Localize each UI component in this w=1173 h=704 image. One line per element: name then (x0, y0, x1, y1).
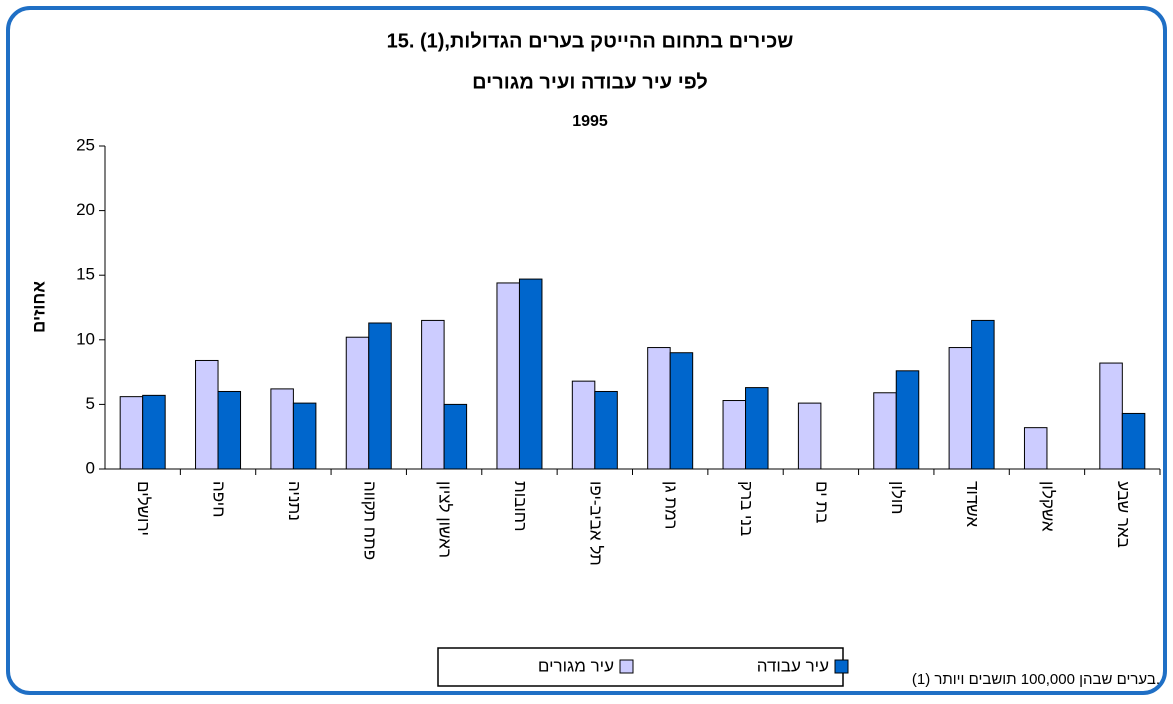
x-tick-label: באר שבע (1114, 481, 1133, 548)
x-tick-label: בני ברק (737, 481, 756, 536)
x-tick-label: חיפה (210, 481, 229, 517)
x-tick-label: חולון (888, 481, 907, 514)
bar (745, 387, 769, 470)
y-tick-label: 25 (76, 135, 95, 154)
x-tick-label: ירושלים (134, 481, 153, 536)
bar (368, 322, 392, 470)
bar (895, 370, 920, 470)
bar (1023, 427, 1048, 470)
bar (421, 319, 445, 470)
x-tick-label: תל אביב-יפו (586, 481, 605, 566)
bar (594, 390, 618, 470)
bar (142, 394, 166, 470)
bar (443, 403, 468, 470)
bar (119, 396, 144, 470)
bar (345, 336, 370, 470)
x-tick-label: בת ים (812, 481, 831, 523)
bar (1099, 362, 1123, 470)
x-tick-label: אשקלון (1038, 481, 1057, 532)
y-tick-label: 20 (76, 200, 95, 219)
bar (195, 359, 219, 470)
legend-swatch (834, 659, 849, 674)
legend (437, 647, 844, 687)
chart-subtitle: לפי עיר עבודה ועיר מגורים (472, 71, 708, 93)
chart-title: 15. שכירים בתחום ההייטק בערים הגדולות,(1… (387, 30, 794, 52)
frame (6, 6, 1167, 695)
y-tick-label: 15 (76, 265, 95, 284)
bar (270, 388, 294, 470)
y-tick-label: 5 (86, 394, 95, 413)
bar (948, 347, 973, 470)
x-tick-label: רחובות (511, 481, 530, 532)
bar (292, 402, 317, 470)
x-tick-label: ראשון לציון (436, 481, 455, 558)
legend-label: עיר מגורים (538, 656, 614, 675)
x-tick-label: נתניה (285, 481, 304, 521)
y-axis-label: אחוזים (29, 281, 48, 333)
x-tick-label: רמת גן (662, 481, 681, 529)
bar (971, 319, 995, 470)
bar (669, 352, 694, 470)
bar (496, 282, 520, 470)
bar (873, 392, 897, 470)
bar (722, 400, 747, 470)
y-tick-label: 10 (76, 329, 95, 348)
chart-year: 1995 (572, 113, 608, 130)
bar (647, 347, 671, 470)
legend-label: עיר עבודה (757, 656, 829, 675)
bar (797, 402, 822, 470)
footnote: (1) בערים שבהן 100,000 תושבים ויותר. (912, 671, 1160, 688)
y-tick-label: 0 (86, 458, 95, 477)
x-tick-label: פתח תקווה (360, 481, 379, 560)
bar (571, 380, 596, 470)
bar (1121, 412, 1146, 470)
bar (217, 390, 242, 470)
bar (518, 278, 543, 470)
legend-swatch (619, 659, 634, 674)
x-tick-label: אשדוד (963, 481, 982, 527)
